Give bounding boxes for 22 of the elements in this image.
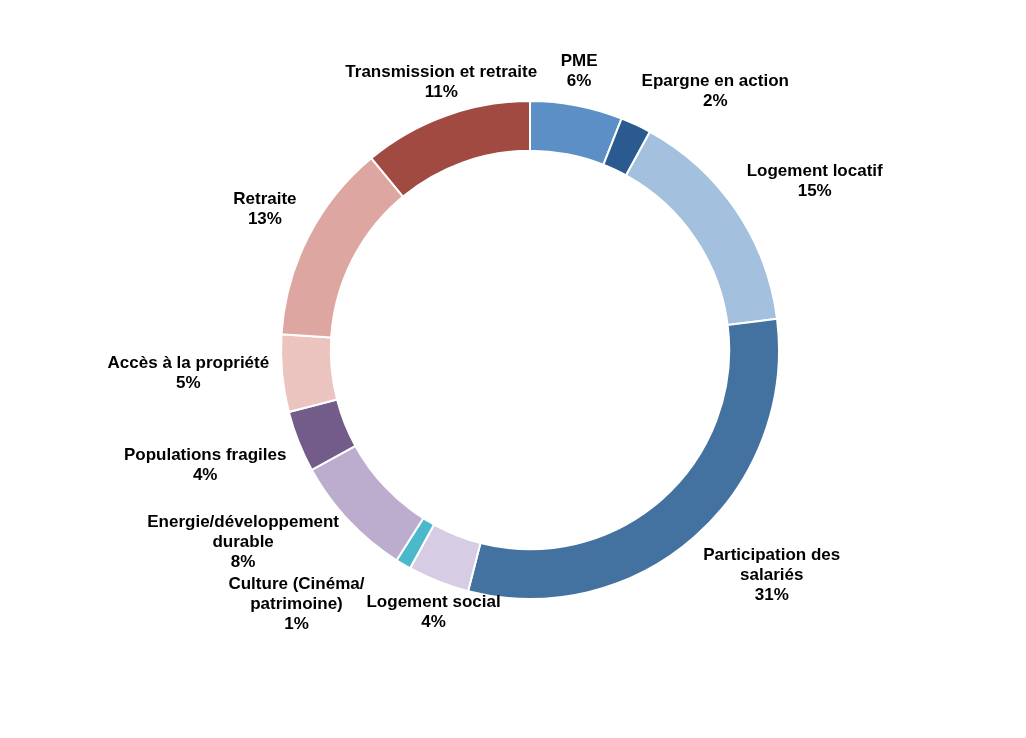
data-label: 13% xyxy=(247,209,282,229)
slice-label: Transmission et retraite xyxy=(345,61,538,81)
slice-label: Logement locatif xyxy=(746,160,884,180)
data-label: 8% xyxy=(230,551,256,571)
slice-label: Accès à la propriété xyxy=(107,352,270,372)
slice-label: Energie/développement durable xyxy=(147,511,340,551)
data-label: 31% xyxy=(754,584,789,604)
slice-label: Participation des salariés xyxy=(703,544,841,584)
data-label: 2% xyxy=(702,91,728,111)
slice-label: Epargne en action xyxy=(641,71,789,91)
data-label: 5% xyxy=(176,372,201,392)
slice-label: PME xyxy=(560,50,598,70)
slice-label: Logement social xyxy=(366,591,501,611)
data-label: 4% xyxy=(421,611,446,631)
data-label: 1% xyxy=(284,613,309,633)
slice-label: Retraite xyxy=(233,189,297,209)
data-label: 15% xyxy=(797,180,832,200)
data-label: 4% xyxy=(192,464,218,484)
data-label: 6% xyxy=(566,70,592,90)
data-label: 11% xyxy=(424,81,458,101)
slice-label: Culture (Cinéma/patrimoine) xyxy=(228,573,365,613)
slice-label: Populations fragiles xyxy=(123,444,287,464)
